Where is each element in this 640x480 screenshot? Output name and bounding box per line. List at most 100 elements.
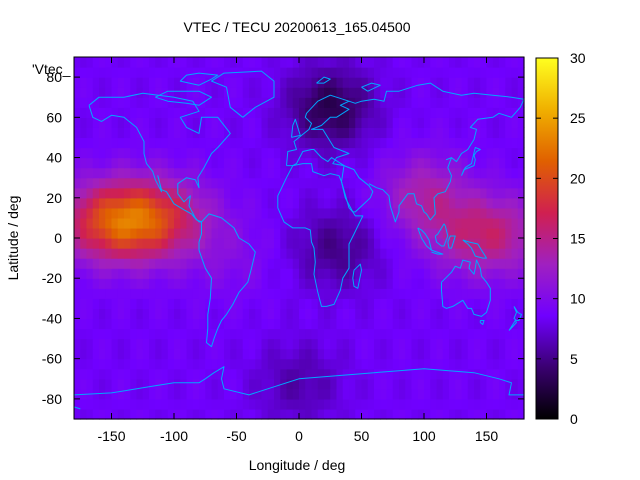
- heatmap-cell: [474, 87, 481, 98]
- heatmap-cell: [80, 167, 88, 179]
- coastline: [73, 366, 524, 396]
- heatmap-cell: [236, 408, 244, 420]
- heatmap-cell: [186, 318, 194, 330]
- heatmap-cell: [236, 258, 244, 269]
- heatmap-cell: [336, 77, 344, 88]
- heatmap-cell: [492, 147, 500, 159]
- heatmap-cell: [224, 227, 231, 239]
- heatmap-cell: [480, 127, 488, 139]
- coastline: [434, 223, 449, 247]
- heatmap-cell: [136, 227, 144, 239]
- heatmap-cell: [224, 137, 231, 149]
- heatmap-cell: [86, 378, 94, 390]
- heatmap-cell: [149, 408, 156, 420]
- heatmap-cell: [455, 278, 463, 289]
- heatmap-cell: [267, 358, 275, 370]
- heatmap-cell: [236, 127, 244, 139]
- heatmap-cell: [467, 368, 475, 380]
- coastline: [417, 227, 432, 251]
- heatmap-cell: [217, 268, 225, 279]
- heatmap-cell: [80, 87, 88, 98]
- heatmap-cell: [442, 147, 450, 159]
- heatmap-cell: [361, 318, 369, 330]
- heatmap-cell: [311, 77, 319, 88]
- heatmap-cell: [505, 338, 513, 350]
- heatmap-cell: [124, 268, 131, 279]
- heatmap-cell: [230, 318, 238, 330]
- heatmap-cell: [130, 358, 138, 370]
- heatmap-cell: [99, 268, 106, 279]
- heatmap-cell: [411, 318, 419, 330]
- heatmap-cell: [142, 398, 150, 410]
- heatmap-cell: [86, 187, 94, 199]
- heatmap-cell: [280, 87, 288, 98]
- heatmap-cell: [99, 258, 106, 269]
- heatmap-cell: [174, 87, 181, 98]
- heatmap-cell: [224, 207, 231, 219]
- heatmap-cell: [505, 238, 513, 249]
- heatmap-cell: [149, 197, 156, 209]
- heatmap-cell: [311, 177, 319, 189]
- heatmap-cell: [455, 408, 463, 420]
- heatmap-cell: [174, 67, 181, 78]
- heatmap-cell: [199, 298, 206, 309]
- heatmap-cell: [436, 408, 444, 420]
- heatmap-cell: [111, 107, 119, 118]
- heatmap-cell: [111, 288, 119, 299]
- heatmap-cell: [130, 57, 138, 68]
- heatmap-cell: [411, 227, 419, 239]
- heatmap-cell: [242, 177, 250, 189]
- heatmap-cell: [449, 147, 456, 159]
- heatmap-cell: [399, 117, 406, 128]
- heatmap-cell: [449, 67, 456, 78]
- heatmap-cell: [180, 227, 188, 239]
- heatmap-cell: [155, 248, 163, 259]
- heatmap-cell: [174, 137, 181, 149]
- heatmap-cell: [174, 177, 181, 189]
- heatmap-cell: [192, 318, 200, 330]
- heatmap-cell: [474, 258, 481, 269]
- heatmap-cell: [361, 137, 369, 149]
- heatmap-cell: [142, 137, 150, 149]
- heatmap-cell: [461, 408, 469, 420]
- heatmap-cell: [261, 117, 269, 128]
- heatmap-cell: [255, 238, 263, 249]
- heatmap-cell: [461, 127, 469, 139]
- heatmap-cell: [361, 107, 369, 118]
- heatmap-cell: [199, 187, 206, 199]
- heatmap-cell: [299, 197, 306, 209]
- heatmap-cell: [242, 157, 250, 169]
- heatmap-cell: [124, 278, 131, 289]
- heatmap-cell: [205, 378, 213, 390]
- heatmap-cell: [217, 308, 225, 320]
- heatmap-cell: [74, 328, 81, 340]
- heatmap-cell: [430, 368, 438, 380]
- heatmap-cell: [299, 57, 306, 68]
- heatmap-cell: [480, 348, 488, 360]
- heatmap-cell: [405, 127, 413, 139]
- heatmap-cell: [480, 67, 488, 78]
- coastline: [277, 163, 364, 307]
- heatmap-cell: [292, 97, 300, 108]
- heatmap-cell: [430, 87, 438, 98]
- heatmap-cell: [374, 278, 381, 289]
- heatmap-cell: [436, 207, 444, 219]
- heatmap-cell: [224, 67, 231, 78]
- heatmap-cell: [224, 408, 231, 420]
- heatmap-cell: [74, 368, 81, 380]
- heatmap-cell: [386, 207, 394, 219]
- heatmap-cell: [155, 378, 163, 390]
- heatmap-cell: [417, 358, 425, 370]
- heatmap-cell: [399, 268, 406, 279]
- heatmap-cell: [161, 137, 169, 149]
- heatmap-cell: [142, 368, 150, 380]
- heatmap-cell: [492, 278, 500, 289]
- heatmap-cell: [267, 388, 275, 400]
- heatmap-cell: [105, 398, 113, 410]
- heatmap-cell: [511, 57, 519, 68]
- heatmap-cell: [205, 157, 213, 169]
- heatmap-cell: [111, 77, 119, 88]
- heatmap-cell: [380, 368, 388, 380]
- heatmap-cell: [136, 197, 144, 209]
